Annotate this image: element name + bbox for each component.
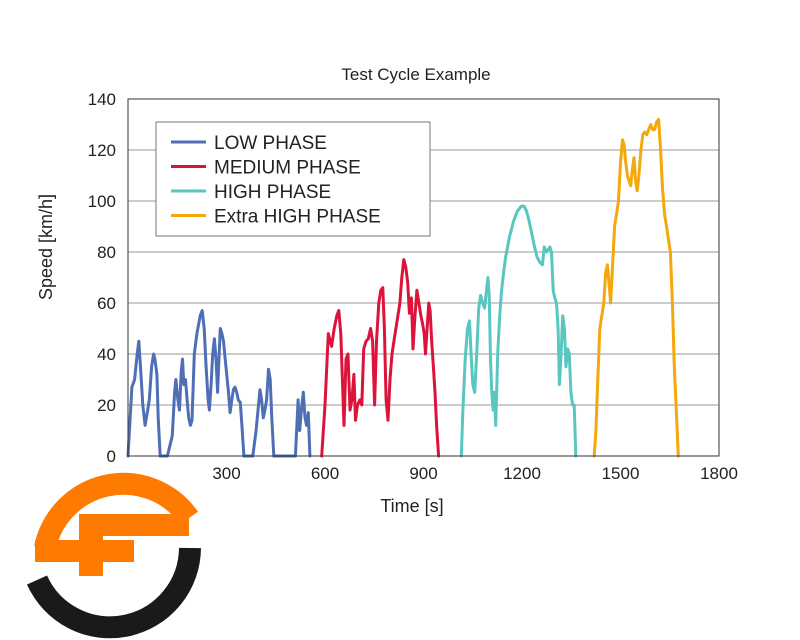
- legend-label-4: Extra HIGH PHASE: [214, 207, 381, 228]
- legend-label-1: LOW PHASE: [214, 133, 327, 154]
- x-tick-600: 600: [311, 464, 339, 483]
- logo-dark-arc: [26, 547, 201, 639]
- fg-logo: [26, 472, 201, 639]
- x-tick-900: 900: [409, 464, 437, 483]
- logo-orange-arc: [34, 472, 199, 551]
- x-tick-labels: 300 600 900 1200 1500 1800: [212, 464, 738, 483]
- legend-label-3: HIGH PHASE: [214, 182, 331, 203]
- y-tick-120: 120: [88, 141, 116, 160]
- x-axis-title: Time [s]: [380, 496, 443, 516]
- y-tick-40: 40: [97, 345, 116, 364]
- y-tick-140: 140: [88, 90, 116, 109]
- chart-title: Test Cycle Example: [341, 65, 490, 84]
- y-tick-labels: 0 20 40 60 80 100 120 140: [88, 90, 116, 466]
- x-tick-1500: 1500: [602, 464, 640, 483]
- y-tick-100: 100: [88, 192, 116, 211]
- y-tick-0: 0: [107, 447, 116, 466]
- y-tick-20: 20: [97, 396, 116, 415]
- series-layer: [126, 117, 680, 458]
- series-line-2: [320, 258, 441, 458]
- x-tick-300: 300: [212, 464, 240, 483]
- legend: LOW PHASE MEDIUM PHASE HIGH PHASE Extra HIG…: [155, 121, 431, 237]
- series-line-4: [592, 117, 680, 458]
- series-line-1: [126, 309, 312, 458]
- x-tick-1800: 1800: [700, 464, 738, 483]
- x-tick-1200: 1200: [503, 464, 541, 483]
- y-tick-80: 80: [97, 243, 116, 262]
- series-line-3: [459, 204, 578, 458]
- logo-f-top-bar: [79, 514, 189, 536]
- y-tick-60: 60: [97, 294, 116, 313]
- logo-f-mid-bar: [35, 540, 134, 562]
- plot-frame: [127, 98, 720, 457]
- legend-label-2: MEDIUM PHASE: [214, 158, 361, 179]
- y-axis-title: Speed [km/h]: [36, 194, 56, 300]
